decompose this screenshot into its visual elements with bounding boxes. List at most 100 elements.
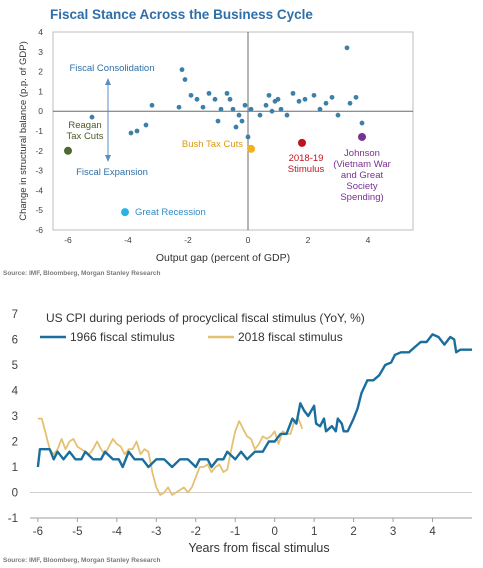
scatter-point — [329, 94, 335, 100]
scatter-point — [317, 106, 323, 112]
y-tick-label: -1 — [35, 126, 43, 136]
x-tick-label: -2 — [191, 526, 201, 538]
scatter-point — [212, 96, 218, 102]
x-tick-label: -6 — [33, 526, 43, 538]
scatter-point — [143, 122, 149, 128]
x-tick-label: -6 — [64, 235, 72, 245]
arrow-label-top: Fiscal Consolidation — [69, 63, 154, 74]
highlight-label: 2018-19 Stimulus — [288, 153, 325, 175]
y-tick-label: 3 — [12, 411, 18, 423]
scatter-chart: 4 3 2 1 0 -1 -2 -3 -4 -5 -6 -6 -4 -2 0 2 4 Output gap (pe… — [18, 27, 414, 264]
scatter-point — [182, 77, 188, 82]
chart-title: Fiscal Stance Across the Business Cycle — [50, 7, 313, 22]
y-tick-label: -3 — [35, 166, 43, 176]
highlight-label: Johnson (Vietnam War and Great Society Spend… — [333, 148, 391, 203]
series-line — [37, 417, 304, 496]
scatter-point — [227, 96, 233, 102]
series-line — [36, 333, 472, 469]
y-tick-label: 4 — [38, 27, 43, 37]
y-tick-label: -4 — [35, 185, 43, 195]
y-tick-label: 6 — [12, 335, 18, 347]
y-tick-label: 2 — [38, 67, 43, 77]
x-axis-label: Output gap (percent of GDP) — [156, 252, 290, 264]
scatter-point — [335, 112, 341, 118]
scatter-point — [311, 92, 317, 98]
scatter-point — [275, 96, 281, 102]
highlight-label: Reagan Tax Cuts — [67, 120, 104, 142]
highlight-label: Bush Tax Cuts — [182, 139, 243, 150]
scatter-point — [323, 100, 329, 106]
highlighted-point — [121, 208, 129, 217]
plot-frame — [52, 31, 414, 231]
highlighted-point — [247, 144, 255, 153]
y-tick-label: 7 — [12, 309, 18, 321]
scatter-point — [179, 67, 185, 73]
x-axis-label: Years from fiscal stimulus — [188, 541, 329, 555]
y-tick-label: -6 — [35, 225, 43, 235]
x-tick-label: -3 — [151, 526, 161, 538]
x-tick-label: 0 — [246, 235, 251, 245]
x-tick-label: -2 — [184, 235, 192, 245]
arrow-head-up — [105, 78, 111, 85]
scatter-point — [200, 104, 206, 110]
scatter-point — [263, 102, 269, 108]
x-tick-label: 1 — [311, 526, 317, 538]
legend-label: 2018 fiscal stimulus — [238, 330, 343, 344]
x-tick-label: 4 — [366, 235, 371, 245]
y-tick-label: 5 — [12, 360, 18, 372]
scatter-point — [257, 112, 263, 118]
scatter-point — [89, 114, 95, 120]
x-tick-label: 2 — [306, 235, 311, 245]
scatter-point — [215, 118, 221, 124]
y-tick-label: 0 — [12, 488, 18, 500]
scatter-point — [290, 90, 296, 96]
highlight-label: Great Recession — [135, 207, 206, 218]
arrow-head-down — [105, 155, 111, 162]
arrow-label-bottom: Fiscal Expansion — [76, 167, 148, 178]
scatter-point — [188, 92, 194, 98]
scatter-point — [128, 130, 134, 136]
scatter-point — [230, 106, 236, 112]
highlighted-point — [298, 138, 306, 147]
x-tick-label: -4 — [124, 235, 132, 245]
scatter-point — [269, 108, 275, 114]
y-tick-label: 1 — [12, 462, 18, 474]
scatter-point — [224, 90, 230, 96]
scatter-point — [266, 92, 272, 98]
scatter-point — [359, 120, 365, 126]
y-tick-label: 0 — [38, 106, 43, 116]
scatter-chart-panel: Fiscal Stance Across the Business Cycle … — [0, 0, 483, 283]
scatter-point — [218, 106, 224, 112]
x-tick-label: -1 — [230, 526, 240, 538]
highlighted-point — [358, 132, 366, 141]
scatter-point — [233, 124, 239, 130]
legend-label: 1966 fiscal stimulus — [70, 330, 175, 344]
scatter-point — [296, 98, 302, 104]
y-tick-label: -2 — [35, 146, 43, 156]
scatter-point — [245, 134, 251, 140]
scatter-point — [278, 106, 284, 112]
chart-title: US CPI during periods of procyclical fis… — [46, 311, 365, 325]
source-note: Source: IMF, Bloomberg, Morgan Stanley R… — [3, 557, 161, 564]
line-chart-panel: 7 6 5 4 3 2 1 0 -1 -6 -5 -4 -3 -2 -1 0 1 2 3 4 Years from fi… — [0, 284, 483, 568]
x-tick-label: 4 — [429, 526, 436, 538]
scatter-point — [347, 100, 353, 106]
y-tick-label: -1 — [8, 513, 18, 525]
scatter-point — [239, 118, 245, 124]
scatter-point — [344, 45, 350, 51]
scatter-point — [248, 106, 254, 112]
scatter-point — [353, 94, 359, 100]
y-tick-label: 1 — [38, 86, 43, 96]
highlighted-point — [64, 146, 72, 155]
x-tick-label: 0 — [271, 526, 277, 538]
scatter-point — [176, 104, 182, 110]
scatter-point — [302, 96, 308, 102]
scatter-point — [206, 90, 212, 96]
scatter-point — [242, 102, 248, 108]
y-tick-label: -5 — [35, 205, 43, 215]
x-tick-label: 2 — [350, 526, 356, 538]
scatter-point — [149, 102, 155, 108]
scatter-point — [194, 96, 200, 102]
x-tick-label: -4 — [112, 526, 123, 538]
y-axis-label: Change in structural balance (p.p. of GD… — [18, 41, 29, 221]
